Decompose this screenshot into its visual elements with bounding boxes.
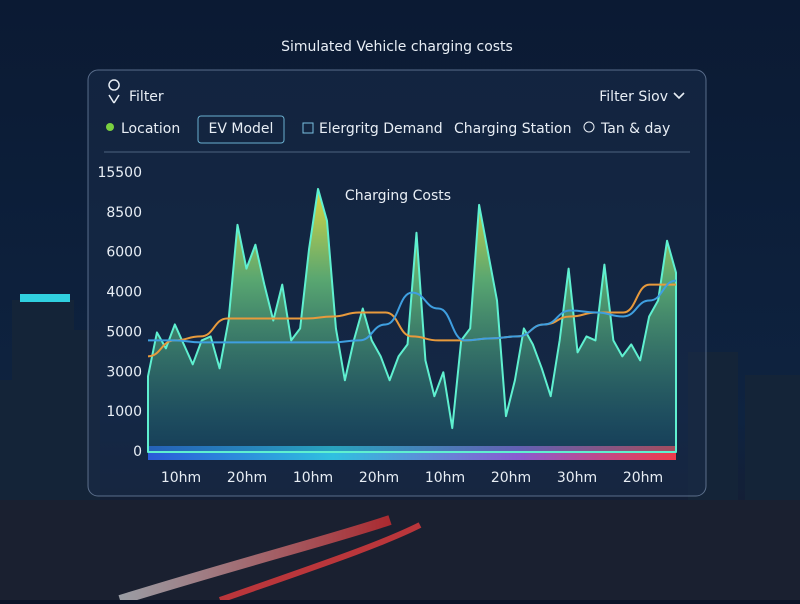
- y-tick-label: 1000: [106, 404, 142, 420]
- filter-sort[interactable]: Filter Siov: [599, 89, 668, 105]
- chart-title: Charging Costs: [345, 188, 451, 204]
- tab[interactable]: EV Model: [209, 121, 274, 137]
- y-tick-label: 6000: [106, 245, 142, 261]
- demand-icon: [302, 122, 314, 134]
- tab[interactable]: Charging Station: [454, 121, 572, 137]
- time-icon: [583, 121, 595, 133]
- location-icon: [106, 123, 114, 131]
- x-tick-label: 30hm: [557, 470, 597, 486]
- line: [148, 279, 677, 344]
- x-tick-label: 10hm: [161, 470, 201, 486]
- x-tick-label: 20hm: [227, 470, 267, 486]
- tab[interactable]: Location: [121, 121, 180, 137]
- x-tick-label: 20hm: [491, 470, 531, 486]
- line: [147, 283, 676, 358]
- tab-selected-box: [197, 115, 285, 144]
- tab[interactable]: Elergritg Demand: [319, 121, 443, 137]
- filter-icon: [108, 79, 120, 104]
- y-tick-label: 3000: [106, 364, 142, 380]
- y-tick-label: 15500: [97, 165, 142, 181]
- x-tick-label: 20hm: [359, 470, 399, 486]
- tab[interactable]: Tan & day: [600, 121, 670, 137]
- x-tick-label: 20hm: [623, 470, 663, 486]
- y-tick-label: 8500: [106, 205, 142, 221]
- x-tick-label: 10hm: [293, 470, 333, 486]
- y-tick-label: 5000: [106, 324, 142, 340]
- y-tick-label: 0: [133, 444, 142, 460]
- chevron: [673, 92, 685, 100]
- y-tick-label: 4000: [106, 285, 142, 301]
- filter-label[interactable]: Filter: [129, 89, 164, 105]
- page-title: Simulated Vehicle charging costs: [281, 39, 513, 55]
- x-tick-label: 10hm: [425, 470, 465, 486]
